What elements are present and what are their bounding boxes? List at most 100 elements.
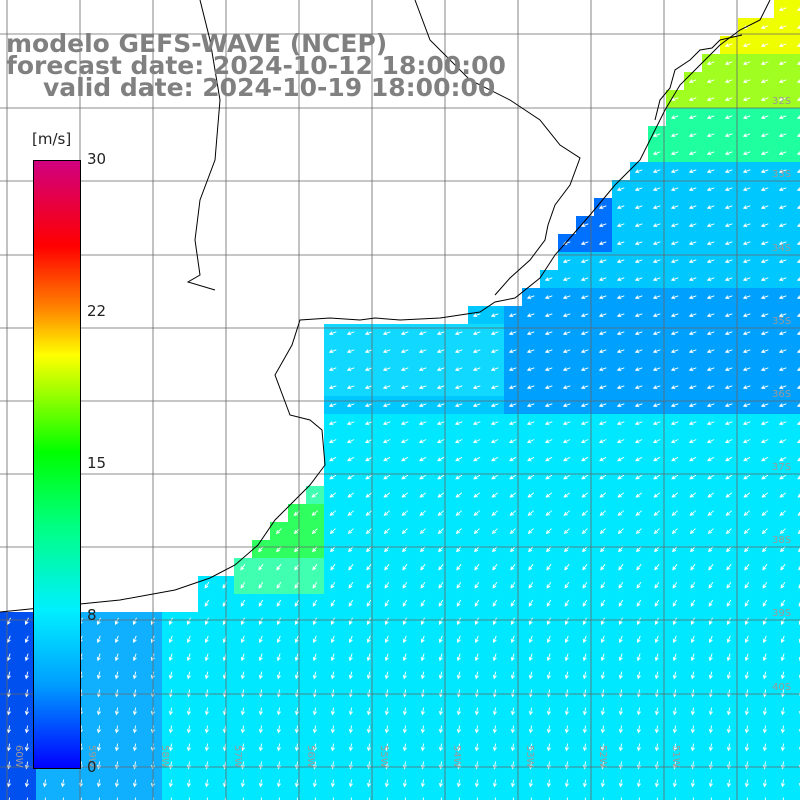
wind-arrow <box>688 151 697 156</box>
wind-arrow <box>528 743 533 752</box>
wind-arrow <box>510 599 516 607</box>
wind-arrow <box>582 653 587 662</box>
wind-arrow <box>474 653 479 662</box>
wind-arrow <box>330 671 335 680</box>
wind-arrow <box>366 725 371 734</box>
wind-arrow <box>329 528 336 535</box>
wind-arrow <box>473 492 481 498</box>
wind-arrow <box>544 439 553 444</box>
wind-arrow <box>688 133 697 138</box>
wind-speed-cell <box>792 558 800 577</box>
wind-arrow <box>314 797 317 800</box>
longitude-labels: 60W 59W 58W 57W 56W 55W 54W 53W 52W 51W <box>13 745 681 768</box>
wind-arrow <box>258 725 263 734</box>
wind-arrow <box>796 151 800 155</box>
wind-arrow <box>652 151 661 156</box>
wind-arrow <box>760 43 769 48</box>
wind-arrow <box>742 97 751 102</box>
wind-arrow <box>654 599 660 607</box>
colorbar-tick-label: 15 <box>87 454 107 472</box>
wind-arrow <box>401 510 408 516</box>
wind-arrow <box>728 797 731 800</box>
wind-arrow <box>708 725 713 734</box>
wind-arrow <box>474 563 480 571</box>
wind-arrow <box>438 617 443 626</box>
wind-arrow <box>329 474 337 480</box>
wind-arrow <box>311 528 318 535</box>
wind-arrow <box>240 617 245 626</box>
wind-speed-cell <box>792 486 800 505</box>
wind-arrow <box>760 259 769 264</box>
wind-arrow <box>652 349 661 354</box>
wind-arrow <box>386 797 389 800</box>
wind-arrow <box>168 671 173 680</box>
wind-arrow <box>726 617 731 626</box>
wind-arrow <box>690 725 695 734</box>
wind-arrow <box>762 779 767 788</box>
wind-arrow <box>438 707 443 716</box>
wind-arrow <box>472 421 481 426</box>
wind-arrow <box>384 653 389 662</box>
wind-arrow <box>204 671 209 680</box>
longitude-label: 53W <box>524 745 535 768</box>
wind-arrow <box>346 331 355 336</box>
wind-arrow <box>706 79 715 84</box>
wind-speed-cell <box>792 792 800 800</box>
wind-arrow <box>634 421 643 426</box>
wind-arrow <box>688 277 697 282</box>
wind-arrow <box>598 295 607 300</box>
wind-arrow <box>508 367 517 372</box>
wind-arrow <box>528 635 533 644</box>
wind-arrow <box>762 653 767 662</box>
wind-arrow <box>348 653 353 662</box>
wind-arrow <box>384 635 389 644</box>
wind-arrow <box>688 385 697 390</box>
wind-arrow <box>778 79 787 84</box>
wind-arrow <box>402 563 408 571</box>
wind-arrow <box>744 563 750 571</box>
wind-speed-cell <box>792 720 800 739</box>
wind-speed-cell <box>648 792 667 800</box>
wind-arrow <box>294 725 299 734</box>
wind-arrow <box>760 61 769 66</box>
wind-arrow <box>436 385 445 390</box>
wind-arrow <box>546 653 551 662</box>
wind-arrow <box>564 779 569 788</box>
wind-arrow <box>724 79 733 84</box>
wind-arrow <box>528 599 534 607</box>
wind-arrow <box>652 439 661 444</box>
wind-arrow <box>114 653 119 662</box>
wind-arrow <box>473 456 481 462</box>
wind-arrow <box>760 277 769 282</box>
wind-arrow <box>347 456 355 462</box>
wind-arrow <box>778 367 787 372</box>
wind-arrow <box>329 456 337 462</box>
wind-arrow <box>726 635 731 644</box>
wind-arrow <box>510 563 516 571</box>
wind-arrow <box>544 331 553 336</box>
wind-arrow <box>780 617 785 626</box>
wind-arrow <box>328 331 337 336</box>
wind-speed-cell <box>540 792 559 800</box>
wind-arrow <box>598 421 607 426</box>
wind-arrow <box>796 259 800 263</box>
wind-arrow <box>742 205 751 210</box>
longitude-label: 54W <box>451 745 462 768</box>
wind-arrow <box>546 563 552 571</box>
wind-arrow <box>328 403 337 408</box>
wind-arrow <box>689 456 697 462</box>
wind-arrow <box>454 439 463 444</box>
wind-speed-cell <box>792 234 800 253</box>
wind-arrow <box>635 456 643 462</box>
wind-arrow <box>400 403 409 408</box>
wind-arrow <box>296 797 299 800</box>
wind-arrow <box>654 671 659 680</box>
wind-arrow <box>690 779 695 788</box>
wind-arrow <box>582 779 587 788</box>
wind-arrow <box>562 331 571 336</box>
wind-speed-cell <box>792 504 800 523</box>
wind-arrow <box>689 492 697 498</box>
wind-arrow <box>400 385 409 390</box>
wind-arrow <box>114 725 119 734</box>
wind-speed-cell <box>792 774 800 793</box>
